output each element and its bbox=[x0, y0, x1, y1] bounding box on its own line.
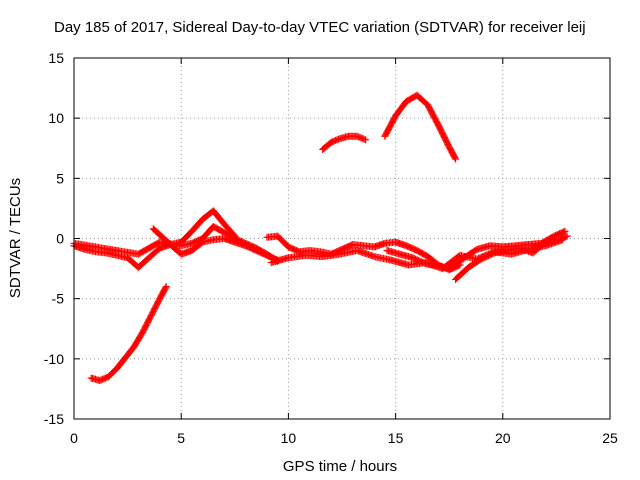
chart-title: Day 185 of 2017, Sidereal Day-to-day VTE… bbox=[54, 19, 586, 36]
y-tick-label: -5 bbox=[52, 291, 65, 307]
x-tick-label: 0 bbox=[70, 430, 78, 446]
data-point bbox=[451, 154, 459, 162]
series-arc-10 bbox=[381, 91, 460, 163]
data-point bbox=[562, 233, 570, 241]
data-point bbox=[560, 228, 568, 236]
series-arc-9 bbox=[319, 132, 370, 153]
data-point bbox=[561, 227, 569, 235]
data-point bbox=[452, 155, 460, 163]
x-tick-label: 5 bbox=[177, 430, 185, 446]
grid bbox=[74, 58, 610, 419]
data-point bbox=[360, 135, 368, 143]
series-arc-4 bbox=[87, 283, 170, 384]
axes: 0 5 10 15 20 25 -15 -10 -5 0 5 10 15 bbox=[44, 50, 618, 446]
y-tick-label: -10 bbox=[44, 351, 64, 367]
y-tick-label: 10 bbox=[48, 110, 64, 126]
data-point bbox=[362, 136, 370, 144]
series-arc-8 bbox=[452, 232, 571, 283]
y-tick-label: 5 bbox=[56, 170, 64, 186]
x-tick-label: 15 bbox=[388, 430, 404, 446]
data-point bbox=[563, 232, 571, 240]
data-point bbox=[161, 284, 169, 292]
y-axis-label: SDTVAR / TECUs bbox=[7, 178, 24, 298]
series-arc-3 bbox=[149, 225, 282, 264]
x-axis-label: GPS time / hours bbox=[283, 458, 397, 475]
x-tick-label: 25 bbox=[602, 430, 618, 446]
x-tick-label: 10 bbox=[281, 430, 297, 446]
series-arc-2 bbox=[70, 222, 282, 265]
data-point bbox=[162, 283, 170, 291]
y-tick-label: -15 bbox=[44, 411, 64, 427]
y-tick-label: 15 bbox=[48, 50, 64, 66]
x-tick-label: 20 bbox=[495, 430, 511, 446]
plot-data bbox=[70, 91, 571, 384]
y-tick-label: 0 bbox=[56, 231, 64, 247]
